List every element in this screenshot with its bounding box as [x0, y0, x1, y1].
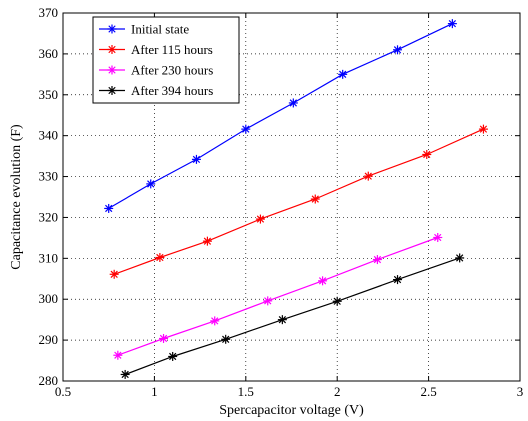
series-group — [104, 19, 488, 379]
x-tick-label: 1 — [151, 384, 158, 399]
asterisk-stroke — [156, 253, 164, 262]
data-point-initial-state — [241, 124, 251, 134]
data-point-after-115-hours — [478, 124, 488, 134]
asterisk-stroke — [256, 215, 265, 223]
asterisk-stroke — [203, 237, 212, 245]
data-point-after-115-hours — [363, 171, 373, 181]
data-point-after-230-hours — [318, 276, 328, 286]
y-tick-label: 320 — [39, 209, 59, 224]
asterisk-stroke — [333, 297, 341, 305]
asterisk-stroke — [448, 19, 457, 28]
data-point-after-230-hours — [433, 232, 443, 242]
data-point-after-394-hours — [332, 296, 342, 306]
legend-marker-after-115-hours — [107, 45, 117, 54]
asterisk-stroke — [159, 334, 168, 343]
data-point-initial-state — [288, 98, 298, 108]
legend-box — [92, 16, 240, 104]
asterisk-stroke — [108, 86, 116, 95]
series-line-after-115-hours — [113, 128, 484, 275]
asterisk-stroke — [393, 46, 402, 54]
asterisk-stroke — [479, 125, 488, 133]
data-point-after-394-hours — [277, 315, 287, 325]
y-tick-label: 350 — [39, 87, 59, 102]
data-point-after-115-hours — [255, 214, 265, 224]
asterisk-stroke — [278, 316, 287, 324]
plot-frame — [62, 12, 521, 382]
data-point-after-394-hours — [455, 253, 465, 263]
data-point-after-394-hours — [393, 275, 403, 285]
asterisk-stroke — [264, 297, 272, 305]
data-point-after-115-hours — [202, 236, 212, 246]
axis-ticks: 0.5 1 1.5 2 2.5 3 280 290 300 310 320 330 340 350 360 3… — [39, 5, 524, 399]
asterisk-stroke — [192, 155, 201, 164]
asterisk-stroke — [108, 45, 116, 54]
asterisk-stroke — [105, 204, 113, 213]
asterisk-stroke — [108, 66, 116, 74]
y-tick-label: 290 — [39, 332, 59, 347]
asterisk-stroke — [311, 195, 319, 203]
data-point-after-115-hours — [109, 269, 119, 279]
asterisk-stroke — [242, 125, 250, 133]
data-point-after-230-hours — [372, 255, 382, 265]
asterisk-stroke — [434, 233, 442, 242]
y-tick-label: 330 — [39, 169, 59, 184]
y-tick-label: 370 — [39, 5, 59, 20]
data-point-after-115-hours — [310, 194, 320, 204]
legend-label-after-115-hours: After 115 hours — [131, 42, 213, 57]
data-point-after-115-hours — [155, 253, 165, 263]
asterisk-stroke — [339, 70, 347, 78]
y-tick-label: 340 — [39, 128, 59, 143]
data-point-initial-state — [191, 154, 201, 164]
x-tick-label: 0.5 — [55, 384, 71, 399]
asterisk-stroke — [114, 351, 122, 359]
legend-label-after-230-hours: After 230 hours — [131, 63, 213, 78]
y-tick-label: 300 — [39, 291, 59, 306]
asterisk-stroke — [211, 317, 219, 325]
x-axis-label: Spercapacitor voltage (V) — [219, 403, 364, 418]
asterisk-stroke — [456, 254, 464, 262]
asterisk-stroke — [121, 370, 129, 379]
legend-marker-after-230-hours — [107, 65, 117, 75]
asterisk-stroke — [222, 335, 230, 343]
data-point-initial-state — [447, 19, 457, 29]
asterisk-stroke — [147, 180, 155, 188]
legend: Initial state After 115 hours After 230 ho… — [92, 16, 240, 104]
series-line-initial-state — [108, 23, 453, 209]
asterisk-stroke — [289, 99, 297, 107]
y-tick-label: 360 — [39, 46, 59, 61]
legend-label-initial-state: Initial state — [131, 22, 189, 37]
data-point-after-115-hours — [422, 149, 432, 159]
data-point-after-230-hours — [263, 296, 273, 306]
legend-label-after-394-hours: After 394 hours — [131, 83, 213, 98]
y-axis-label: Capacitance evolution (F) — [9, 124, 24, 270]
legend-marker-after-394-hours — [107, 86, 117, 95]
data-point-after-230-hours — [113, 350, 123, 360]
data-point-initial-state — [104, 203, 114, 213]
asterisk-stroke — [169, 352, 177, 361]
data-point-after-394-hours — [221, 334, 231, 344]
asterisk-stroke — [110, 270, 118, 278]
y-tick-label: 280 — [39, 373, 59, 388]
x-tick-label: 2 — [334, 384, 341, 399]
legend-marker-initial-state — [107, 24, 117, 34]
asterisk-stroke — [318, 277, 327, 285]
data-point-after-230-hours — [210, 316, 220, 326]
data-point-after-394-hours — [120, 369, 130, 379]
asterisk-stroke — [393, 275, 402, 284]
x-tick-label: 2.5 — [420, 384, 436, 399]
y-tick-label: 310 — [39, 250, 59, 265]
asterisk-stroke — [364, 172, 372, 180]
data-point-initial-state — [338, 69, 348, 79]
data-point-initial-state — [393, 45, 403, 55]
data-point-initial-state — [146, 179, 156, 189]
asterisk-stroke — [373, 255, 382, 264]
x-tick-label: 1.5 — [238, 384, 254, 399]
x-tick-label: 3 — [517, 384, 524, 399]
data-point-after-230-hours — [159, 333, 169, 343]
asterisk-stroke — [108, 25, 116, 33]
asterisk-stroke — [423, 150, 431, 159]
data-point-after-394-hours — [168, 351, 178, 361]
